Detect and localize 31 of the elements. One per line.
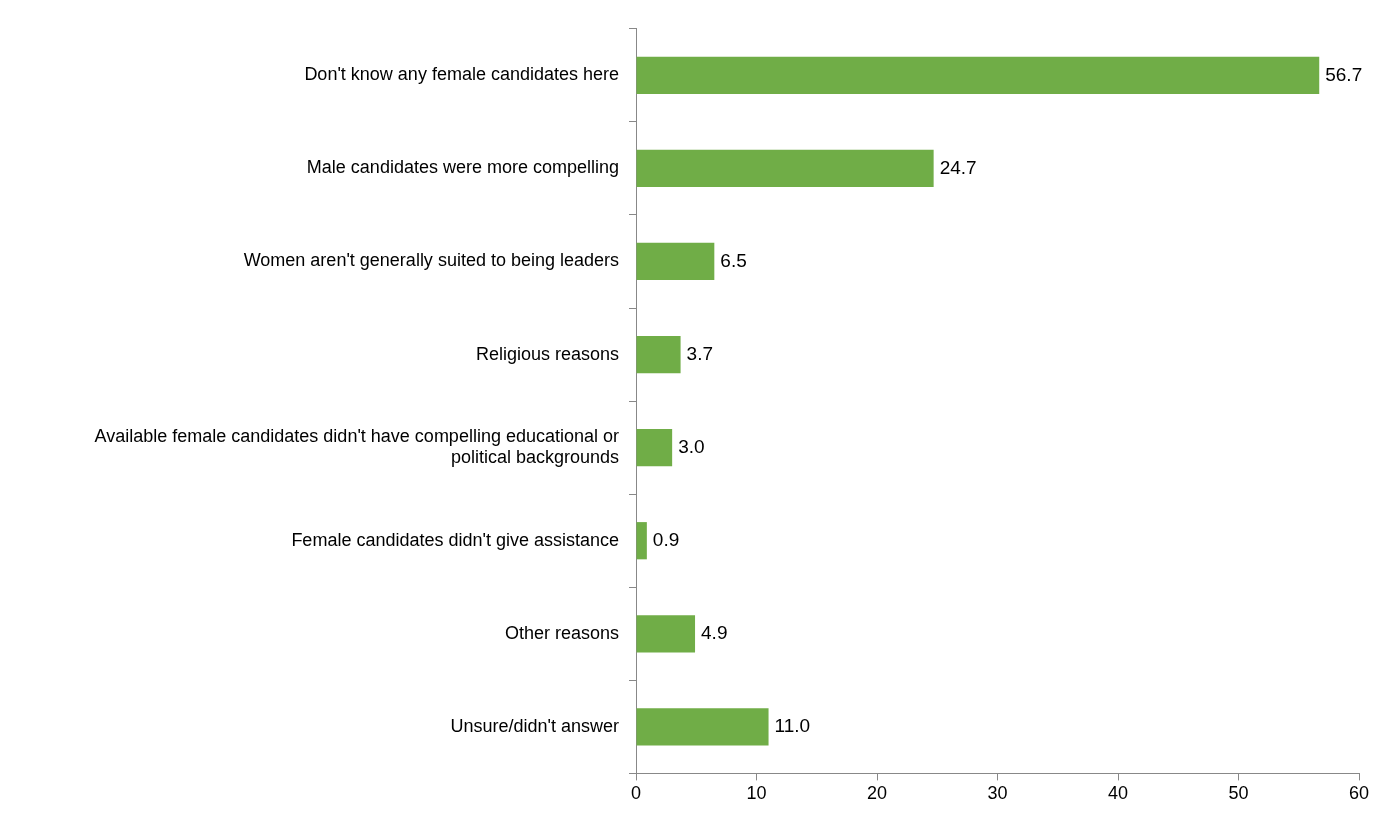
x-tick-label: 30 bbox=[987, 783, 1008, 804]
y-tick-label: Available female candidates didn't have compelling educational or political backgrounds bbox=[94, 425, 619, 468]
data-label: 3.7 bbox=[686, 342, 714, 364]
x-tick-label: 20 bbox=[866, 783, 888, 804]
bar bbox=[636, 56, 1320, 94]
x-tick-label: 0 bbox=[630, 783, 642, 804]
bar bbox=[636, 335, 681, 374]
y-tick-label: Don't know any female candidates here bbox=[304, 64, 619, 85]
y-tick-label: Female candidates didn't give assistance bbox=[291, 529, 619, 550]
y-tick-label: Religious reasons bbox=[475, 343, 619, 364]
x-tick-label: 50 bbox=[1228, 783, 1249, 804]
data-label: 3.0 bbox=[678, 435, 705, 457]
bar bbox=[636, 429, 673, 467]
data-label: 56.7 bbox=[1325, 63, 1363, 85]
data-label: 4.9 bbox=[701, 622, 728, 644]
bar bbox=[636, 242, 715, 281]
x-tick-label: 40 bbox=[1107, 783, 1129, 804]
y-tick-label: Women aren't generally suited to being leaders bbox=[243, 250, 619, 271]
data-label: 6.5 bbox=[720, 249, 747, 271]
x-tick-label: 10 bbox=[746, 783, 767, 804]
y-tick-label: Male candidates were more compelling bbox=[306, 157, 619, 178]
bar bbox=[636, 615, 696, 653]
x-tick-label: 60 bbox=[1348, 783, 1370, 804]
y-tick-label: Unsure/didn't answer bbox=[450, 715, 619, 736]
bar bbox=[636, 708, 769, 746]
data-label: 11.0 bbox=[774, 715, 811, 737]
bar bbox=[636, 149, 934, 188]
y-tick-label: Other reasons bbox=[504, 622, 619, 643]
bar bbox=[636, 522, 647, 560]
data-label: 0.9 bbox=[652, 528, 680, 550]
data-label: 24.7 bbox=[939, 156, 977, 178]
